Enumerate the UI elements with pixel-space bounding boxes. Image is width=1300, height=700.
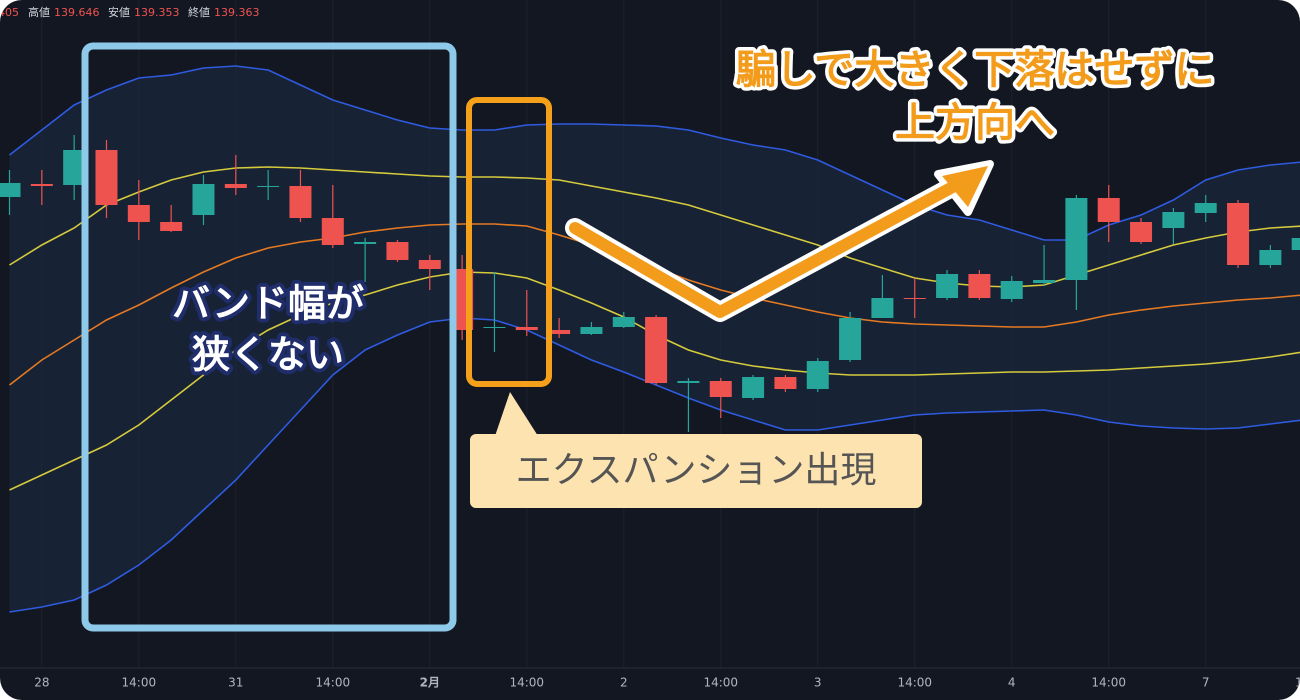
candle-body [580, 327, 603, 334]
x-tick-label: 14:00 [1091, 676, 1126, 690]
candle-body [968, 274, 991, 298]
candle-body [386, 242, 409, 260]
highlight-box [81, 42, 457, 632]
x-tick-label: 14 [1295, 676, 1300, 690]
candle-body [1065, 198, 1088, 280]
x-tick-label: 14:00 [509, 676, 544, 690]
x-tick-label: 31 [228, 676, 243, 690]
candle-body [354, 242, 377, 244]
annotation-text: 狭くない [192, 333, 344, 377]
candle-body [160, 222, 183, 231]
candle-body [192, 184, 215, 215]
candle-body [612, 317, 635, 327]
candle-body [645, 317, 668, 383]
candle-body [224, 184, 247, 188]
x-tick-label: 7 [1202, 676, 1210, 690]
candle-body [1033, 280, 1056, 283]
candle-body [289, 186, 312, 218]
candle-body [709, 381, 732, 397]
candle-body [63, 150, 86, 185]
x-tick-label: 14:00 [122, 676, 157, 690]
candle-body [515, 327, 538, 330]
header: 405 高値 139.646 安値 139.353 終値 139.363 [0, 5, 260, 19]
candle-body [1227, 203, 1250, 265]
candle-body [1162, 212, 1185, 228]
candle-body [806, 361, 829, 389]
candle-body [742, 377, 765, 398]
header-value: 139.646 [54, 6, 100, 19]
highlight-box [466, 97, 552, 387]
candle-body [0, 183, 21, 197]
candle-body [1291, 238, 1300, 250]
x-tick-label: 14:00 [703, 676, 738, 690]
candle-body [95, 150, 118, 205]
annotations: バンド幅が 狭くない エクスパンション出現 騙しで大きく下落はせずに 上方向へ [81, 42, 1218, 632]
candle-body [321, 218, 344, 245]
callout-box [470, 434, 922, 508]
candle-body [1130, 222, 1153, 242]
header-value: 139.353 [134, 6, 180, 19]
candle-body [839, 318, 862, 360]
header-label: 高値 [28, 5, 50, 19]
candle-body [1097, 198, 1120, 222]
candle-body [774, 377, 797, 389]
plot [0, 0, 1300, 668]
candle-body [903, 298, 926, 299]
candle-body [871, 298, 894, 318]
annotation-text: エクスパンション出現 [516, 450, 877, 491]
x-tick-label: 2 [620, 676, 628, 690]
arrow [569, 176, 968, 318]
candle-body [548, 330, 571, 334]
candle-body [483, 327, 506, 328]
header-label: 安値 [108, 5, 130, 19]
header-label: 終値 [188, 5, 210, 19]
annotation-text: 上方向へ [895, 100, 1055, 146]
x-tick-label: 3 [814, 676, 822, 690]
candle-body [127, 205, 150, 222]
candle-body [936, 274, 959, 298]
x-tick-label: 14:00 [897, 676, 932, 690]
annotation-text: 騙しで大きく下落はせずに [736, 47, 1215, 93]
x-tick-label: 4 [1008, 676, 1016, 690]
x-tick-label: 2月 [420, 676, 440, 690]
candle-body [418, 260, 441, 269]
candle-body [1000, 281, 1023, 299]
header-value: 139.363 [214, 6, 260, 19]
candle-body [1194, 203, 1217, 213]
callout-pointer [495, 392, 538, 436]
candle-body [30, 184, 53, 186]
annotation-text: バンド幅が [172, 282, 364, 326]
candle-body [1259, 250, 1282, 265]
x-tick-label: 28 [34, 676, 49, 690]
x-tick-label: 14:00 [316, 676, 351, 690]
candle-body [257, 186, 280, 187]
header-prefix: 405 [0, 6, 19, 19]
candle-body [677, 381, 700, 383]
arrow-head [942, 166, 988, 207]
